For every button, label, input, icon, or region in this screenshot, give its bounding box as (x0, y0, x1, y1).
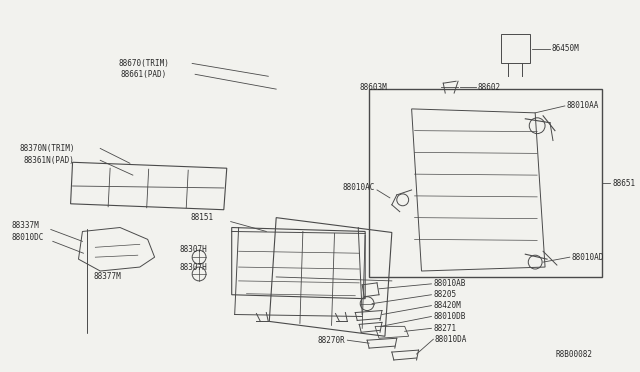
Text: 88010AB: 88010AB (433, 279, 466, 288)
Text: 88420M: 88420M (433, 301, 461, 310)
Text: 88603M: 88603M (359, 83, 387, 92)
Text: 88361N(PAD): 88361N(PAD) (23, 156, 74, 165)
Text: 88370N(TRIM): 88370N(TRIM) (19, 144, 75, 153)
Text: 88010AD: 88010AD (572, 253, 604, 262)
Text: 88271: 88271 (433, 324, 456, 333)
Text: 88270R: 88270R (317, 336, 346, 345)
Text: 88205: 88205 (433, 290, 456, 299)
Text: 88010AC: 88010AC (342, 183, 375, 192)
Text: 88307H: 88307H (179, 245, 207, 254)
Text: 88010DB: 88010DB (433, 312, 466, 321)
Text: 88010AA: 88010AA (567, 102, 599, 110)
Text: 88337M: 88337M (12, 221, 39, 230)
Text: 88307H: 88307H (179, 263, 207, 272)
Text: 88670(TRIM): 88670(TRIM) (118, 59, 169, 68)
Text: R8B00082: R8B00082 (556, 350, 593, 359)
Text: 88602: 88602 (478, 83, 501, 92)
Text: 86450M: 86450M (552, 44, 580, 53)
Text: 88010DC: 88010DC (12, 233, 44, 242)
Text: 88651: 88651 (612, 179, 636, 187)
Text: 88151: 88151 (191, 213, 214, 222)
Text: 88661(PAD): 88661(PAD) (120, 70, 166, 79)
Bar (369, 89, 602, 277)
Text: 88010DA: 88010DA (435, 335, 467, 344)
Text: 88377M: 88377M (93, 272, 121, 282)
